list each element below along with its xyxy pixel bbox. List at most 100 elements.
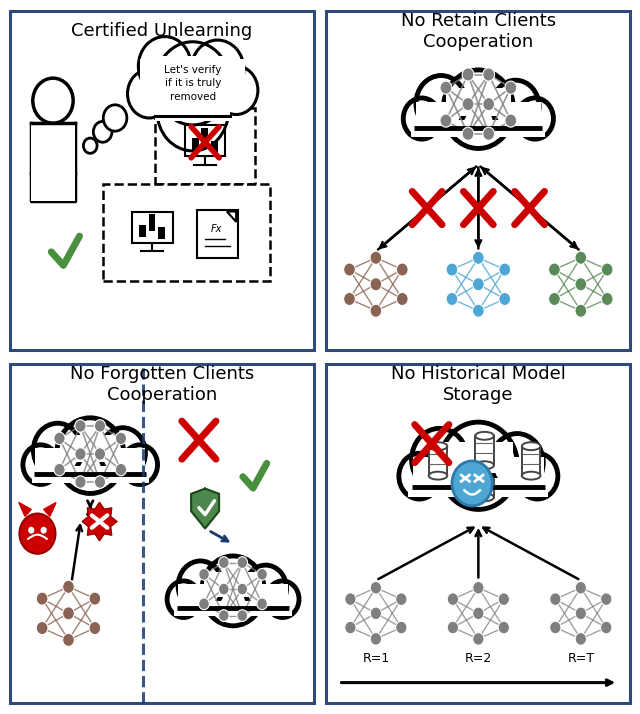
Circle shape bbox=[89, 622, 100, 635]
Circle shape bbox=[452, 461, 492, 506]
Bar bbox=[204, 572, 262, 597]
Bar bbox=[444, 442, 513, 473]
Polygon shape bbox=[19, 503, 31, 516]
Circle shape bbox=[89, 592, 100, 605]
Circle shape bbox=[237, 557, 248, 568]
Circle shape bbox=[370, 278, 381, 291]
Bar bbox=[185, 125, 225, 156]
Circle shape bbox=[199, 568, 209, 580]
Bar bbox=[214, 59, 246, 101]
Circle shape bbox=[483, 98, 495, 111]
Circle shape bbox=[19, 513, 56, 554]
Circle shape bbox=[396, 263, 408, 276]
Circle shape bbox=[237, 583, 248, 595]
Circle shape bbox=[575, 251, 587, 264]
Circle shape bbox=[498, 593, 509, 605]
Ellipse shape bbox=[476, 476, 494, 484]
Circle shape bbox=[396, 293, 408, 306]
Circle shape bbox=[40, 527, 47, 533]
Circle shape bbox=[472, 278, 484, 291]
Circle shape bbox=[83, 138, 97, 154]
Bar bbox=[148, 214, 156, 231]
Circle shape bbox=[100, 428, 145, 478]
Circle shape bbox=[473, 581, 484, 594]
Text: No Retain Clients
Cooperation: No Retain Clients Cooperation bbox=[401, 12, 556, 51]
Circle shape bbox=[443, 70, 513, 149]
Circle shape bbox=[575, 278, 587, 291]
Text: R=T: R=T bbox=[567, 652, 595, 665]
Circle shape bbox=[550, 593, 561, 605]
Text: R=2: R=2 bbox=[465, 652, 492, 665]
FancyBboxPatch shape bbox=[10, 364, 314, 703]
Circle shape bbox=[178, 561, 223, 611]
Bar bbox=[211, 141, 218, 153]
Text: Fx: Fx bbox=[211, 223, 221, 233]
Circle shape bbox=[505, 81, 516, 94]
Circle shape bbox=[371, 607, 381, 620]
Bar bbox=[202, 128, 208, 144]
Circle shape bbox=[472, 304, 484, 317]
Circle shape bbox=[412, 428, 467, 491]
Circle shape bbox=[202, 556, 264, 625]
Circle shape bbox=[440, 114, 452, 127]
Circle shape bbox=[447, 593, 458, 605]
Bar bbox=[31, 125, 75, 201]
Circle shape bbox=[439, 422, 518, 509]
Polygon shape bbox=[191, 488, 219, 528]
Circle shape bbox=[244, 565, 287, 612]
Polygon shape bbox=[44, 503, 56, 516]
Bar bbox=[429, 446, 447, 476]
Bar bbox=[156, 56, 230, 111]
FancyBboxPatch shape bbox=[197, 210, 237, 258]
Polygon shape bbox=[83, 503, 116, 540]
Circle shape bbox=[266, 581, 299, 618]
Circle shape bbox=[399, 453, 440, 499]
Bar bbox=[408, 478, 548, 497]
Circle shape bbox=[115, 432, 127, 445]
Circle shape bbox=[483, 68, 495, 81]
Circle shape bbox=[157, 71, 228, 151]
Bar bbox=[35, 448, 68, 468]
Circle shape bbox=[517, 453, 558, 499]
Bar bbox=[504, 101, 541, 122]
Circle shape bbox=[75, 476, 86, 488]
Circle shape bbox=[345, 593, 356, 605]
Circle shape bbox=[344, 263, 355, 276]
Ellipse shape bbox=[522, 472, 540, 480]
Circle shape bbox=[396, 621, 407, 634]
Bar bbox=[476, 436, 494, 466]
Circle shape bbox=[28, 527, 35, 533]
Bar bbox=[132, 211, 173, 243]
Ellipse shape bbox=[476, 461, 494, 469]
Circle shape bbox=[491, 433, 543, 492]
Text: Let's verify
if it is truly
removed: Let's verify if it is truly removed bbox=[164, 65, 221, 101]
FancyBboxPatch shape bbox=[102, 183, 270, 281]
Ellipse shape bbox=[476, 493, 494, 501]
Circle shape bbox=[95, 448, 106, 461]
Circle shape bbox=[446, 293, 458, 306]
Bar bbox=[192, 138, 199, 151]
Circle shape bbox=[446, 263, 458, 276]
Text: No Historical Model
Storage: No Historical Model Storage bbox=[391, 366, 566, 404]
Circle shape bbox=[36, 592, 48, 605]
Bar bbox=[416, 101, 453, 122]
Circle shape bbox=[416, 76, 467, 131]
Bar bbox=[31, 466, 149, 483]
Bar bbox=[522, 446, 540, 476]
Circle shape bbox=[499, 293, 511, 306]
Circle shape bbox=[483, 127, 495, 141]
Circle shape bbox=[63, 633, 74, 646]
Circle shape bbox=[54, 463, 65, 476]
Circle shape bbox=[167, 581, 200, 618]
Text: R=1: R=1 bbox=[362, 652, 390, 665]
Circle shape bbox=[56, 418, 124, 493]
Circle shape bbox=[257, 598, 268, 610]
Circle shape bbox=[505, 114, 516, 127]
Circle shape bbox=[237, 610, 248, 621]
Circle shape bbox=[93, 121, 112, 142]
Circle shape bbox=[191, 40, 244, 99]
Circle shape bbox=[462, 98, 474, 111]
Circle shape bbox=[370, 304, 381, 317]
Circle shape bbox=[516, 98, 554, 139]
Circle shape bbox=[370, 251, 381, 264]
